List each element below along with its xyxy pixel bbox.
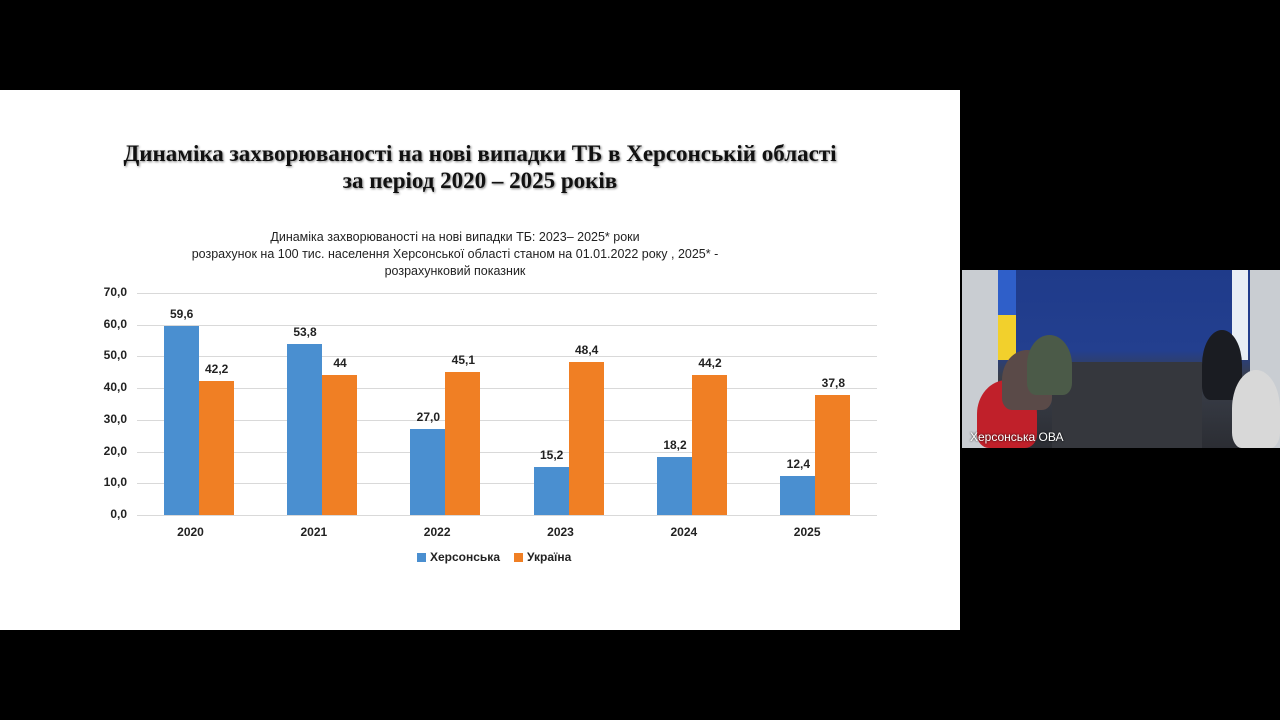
slide-title-line1: Динаміка захворюваності на нові випадки … [123,141,837,166]
y-axis-tick: 20,0 [103,443,127,458]
bar-ukraine-2020 [198,381,234,515]
chart-title: Динаміка захворюваності на нові випадки … [0,229,910,280]
flag-icon [1232,270,1248,360]
x-axis-tick: 2020 [177,525,204,539]
legend-item-ukraine: Україна [514,550,571,564]
legend-item-khersonska: Херсонська [417,550,500,564]
data-label: 12,4 [786,456,810,471]
legend-swatch-blue [417,552,426,562]
gridline [137,388,877,390]
data-label: 15,2 [539,447,564,462]
video-feed-tile[interactable]: Херсонська ОВА [962,270,1280,448]
data-label: 44,2 [698,355,722,370]
participant [1232,370,1280,448]
flag-icon [998,270,1016,360]
bar-ukraine-2025 [815,395,851,515]
bar-ukraine-2023 [568,361,604,515]
y-axis-tick: 50,0 [103,348,127,363]
participant [1027,335,1072,395]
bar-khersonska-2020 [163,325,199,515]
x-axis-tick: 2021 [300,525,328,539]
data-label: 53,8 [293,325,317,340]
bar-khersonska-2022 [410,429,446,515]
slide-title-line2: за період 2020 – 2025 років [342,168,618,193]
gridline [137,324,877,326]
y-axis-tick: 60,0 [103,316,127,331]
chart-plot-area: 0,0 10,0 20,0 30,0 40,0 50,0 60,0 70,0 59,6 42,2 2… [104,285,877,539]
video-participant-label: Херсонська ОВА [970,430,1064,444]
data-label: 48,4 [574,342,599,357]
data-label: 42,2 [204,362,229,377]
gridline [137,419,877,421]
chart-title-line: Динаміка захворюваності на нові випадки … [270,230,640,244]
data-label: 45,1 [451,352,475,367]
data-label: 37,8 [821,376,845,391]
bar-khersonska-2024 [657,457,692,515]
y-axis-tick: 0,0 [110,507,127,521]
gridline [137,483,877,485]
gridline [137,293,877,294]
x-axis-tick: 2023 [547,525,574,539]
gridline [137,451,877,453]
data-label: 18,2 [663,438,687,453]
presentation-slide: Динаміка захворюваності на нові випадки … [0,90,960,630]
gridline [137,515,877,516]
x-axis-tick: 2024 [670,525,698,539]
data-label: 27,0 [416,410,440,425]
chart-subtitle-line2: розрахунковий показник [384,264,526,278]
bar-ukraine-2022 [445,371,481,515]
chart-legend: Херсонська Україна [417,550,571,564]
x-axis-tick: 2022 [423,525,451,539]
data-label: 44 [333,356,347,371]
y-axis-tick: 30,0 [103,411,127,426]
y-axis-tick: 10,0 [103,475,127,490]
y-axis-tick: 70,0 [103,285,127,299]
bar-ukraine-2021 [322,375,357,515]
slide-title: Динаміка захворюваності на нові випадки … [0,140,960,194]
bar-khersonska-2025 [780,475,816,515]
legend-label: Україна [527,550,572,564]
x-axis-tick: 2025 [793,525,821,539]
legend-label: Херсонська [430,550,500,564]
meeting-table [1052,362,1202,448]
data-label: 59,6 [169,306,194,321]
gridline [137,356,877,358]
bar-ukraine-2024 [692,374,727,515]
bar-khersonska-2021 [287,344,322,515]
bar-khersonska-2023 [533,466,569,515]
y-axis-tick: 40,0 [103,380,127,395]
chart-subtitle-line1: розрахунок на 100 тис. населення Херсонс… [191,247,719,261]
legend-swatch-orange [514,552,523,562]
